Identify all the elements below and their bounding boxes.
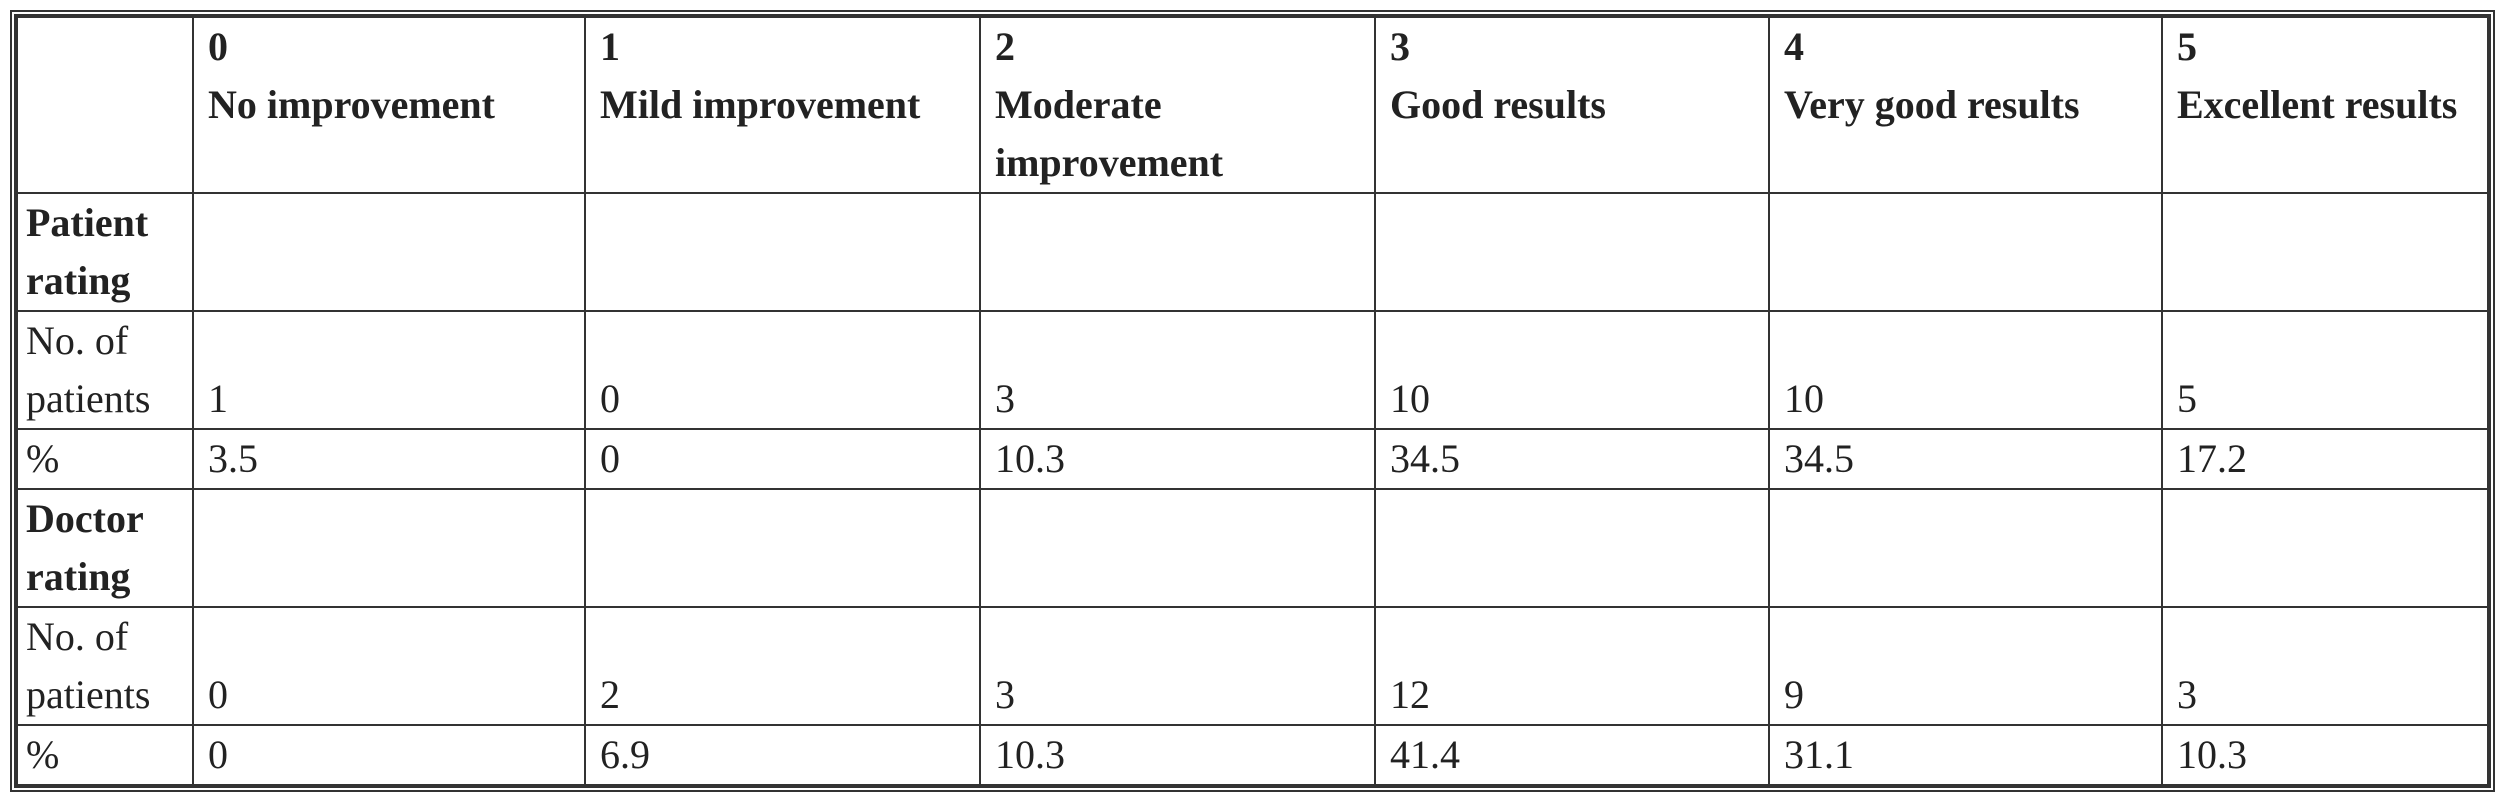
cell: 0 [584,310,981,430]
column-header: 1 Mild improvement [584,16,981,194]
cell: 10.3 [979,724,1376,786]
empty-cell [192,192,586,312]
cell: 3.5 [192,428,586,490]
score-label: Excellent results [2177,82,2458,127]
column-header: 4 Very good results [1768,16,2163,194]
score: 5 [2177,24,2197,69]
cell: 0 [192,606,586,726]
column-header: 0 No improvement [192,16,586,194]
empty-cell [2161,192,2489,312]
empty-cell [979,192,1376,312]
cell: 3 [2161,606,2489,726]
row-label: No. of patients [16,606,194,726]
score-label: Good results [1390,82,1606,127]
empty-cell [192,488,586,608]
cell: 10.3 [979,428,1376,490]
cell: 10 [1374,310,1770,430]
empty-cell [1768,192,2163,312]
header-row: 0 No improvement 1 Mild improvement 2 Moderat… [16,16,2489,194]
empty-cell [1374,488,1770,608]
corner-cell [16,16,194,194]
row-label: No. of patients [16,310,194,430]
score: 3 [1390,24,1410,69]
column-header: 2 Moderate improvement [979,16,1376,194]
cell: 34.5 [1768,428,2163,490]
cell: 1 [192,310,586,430]
score: 2 [995,24,1015,69]
cell: 31.1 [1768,724,2163,786]
score-label: Moderate improvement [995,82,1224,185]
table-body: 0 No improvement 1 Mild improvement 2 Moderat… [16,16,2489,786]
score: 0 [208,24,228,69]
column-header: 5 Excellent results [2161,16,2489,194]
data-row: % 0 6.9 10.3 41.4 31.1 10.3 [16,724,2489,786]
cell: 6.9 [584,724,981,786]
cell: 41.4 [1374,724,1770,786]
score-label: Very good results [1784,82,2080,127]
section-row: Doctor rating [16,488,2489,608]
rating-table: 0 No improvement 1 Mild improvement 2 Moderat… [16,16,2489,786]
empty-cell [1768,488,2163,608]
cell: 3 [979,606,1376,726]
cell: 2 [584,606,981,726]
cell: 9 [1768,606,2163,726]
cell: 3 [979,310,1376,430]
score: 1 [600,24,620,69]
data-row: No. of patients 0 2 3 12 9 3 [16,606,2489,726]
column-header: 3 Good results [1374,16,1770,194]
cell: 17.2 [2161,428,2489,490]
empty-cell [1374,192,1770,312]
cell: 0 [584,428,981,490]
empty-cell [584,192,981,312]
cell: 12 [1374,606,1770,726]
section-row: Patient rating [16,192,2489,312]
section-title: Patient rating [16,192,194,312]
score-label: No improvement [208,82,495,127]
score: 4 [1784,24,1804,69]
data-row: No. of patients 1 0 3 10 10 5 [16,310,2489,430]
cell: 5 [2161,310,2489,430]
empty-cell [979,488,1376,608]
row-label: % [16,724,194,786]
empty-cell [584,488,981,608]
row-label: % [16,428,194,490]
table-frame: 0 No improvement 1 Mild improvement 2 Moderat… [10,10,2495,792]
section-title: Doctor rating [16,488,194,608]
cell: 10 [1768,310,2163,430]
data-row: % 3.5 0 10.3 34.5 34.5 17.2 [16,428,2489,490]
score-label: Mild improvement [600,82,921,127]
cell: 10.3 [2161,724,2489,786]
cell: 0 [192,724,586,786]
cell: 34.5 [1374,428,1770,490]
empty-cell [2161,488,2489,608]
